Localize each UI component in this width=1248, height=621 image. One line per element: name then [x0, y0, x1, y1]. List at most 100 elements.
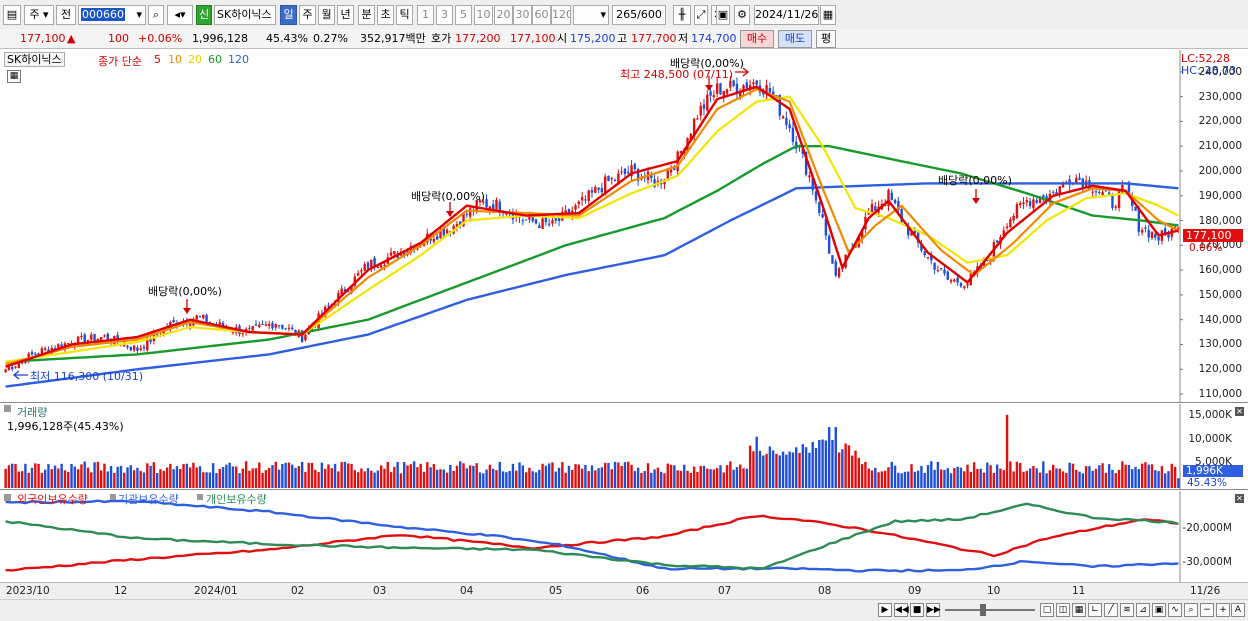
- interval-20[interactable]: 20: [494, 5, 513, 25]
- wave-icon[interactable]: ∿: [1168, 603, 1182, 617]
- magnifier-icon[interactable]: ⌕: [1184, 603, 1198, 617]
- gear-icon[interactable]: ⚙: [734, 5, 750, 25]
- rewind-icon[interactable]: ◀◀: [894, 603, 909, 617]
- zoom-in-icon[interactable]: +: [1216, 603, 1230, 617]
- scroll-right-icon[interactable]: ▶: [878, 603, 892, 617]
- volume-bar: [824, 440, 828, 488]
- volume-bar: [712, 469, 716, 488]
- pane-handle-icon[interactable]: [4, 405, 11, 412]
- tab-year[interactable]: 년: [337, 5, 354, 25]
- volume-ratio: 45.43%: [266, 32, 308, 45]
- fib-icon[interactable]: ≋: [1120, 603, 1134, 617]
- date-field[interactable]: 2024/11/26: [754, 5, 819, 25]
- candle: [923, 251, 926, 256]
- volume-bar: [801, 444, 805, 488]
- interval-30[interactable]: 30: [513, 5, 532, 25]
- window-icon[interactable]: ▢: [1040, 603, 1054, 617]
- volume-bar: [683, 464, 686, 488]
- volume-chart[interactable]: [0, 404, 1248, 490]
- tab-minute[interactable]: 분: [358, 5, 375, 25]
- candle: [1019, 202, 1022, 205]
- candle: [870, 203, 874, 213]
- volume-bar: [182, 464, 185, 488]
- volume-bar: [725, 465, 729, 488]
- volume-bar: [1068, 462, 1071, 488]
- volume-bar: [663, 473, 666, 488]
- candle: [534, 219, 538, 224]
- line-tool-icon[interactable]: ∟: [1088, 603, 1102, 617]
- calculator-icon[interactable]: ▦: [7, 70, 21, 83]
- interval-60[interactable]: 60: [532, 5, 551, 25]
- measure-icon[interactable]: ⊿: [1136, 603, 1150, 617]
- candle: [557, 218, 561, 222]
- image-icon[interactable]: ▣: [1152, 603, 1166, 617]
- tab-day[interactable]: 일: [280, 5, 297, 25]
- interval-5[interactable]: 5: [455, 5, 472, 25]
- candle: [692, 118, 696, 137]
- interval-120[interactable]: 120: [551, 5, 571, 25]
- volume-bar: [1140, 463, 1144, 488]
- volume-bar: [1163, 473, 1167, 488]
- save-icon[interactable]: ▣: [716, 5, 730, 25]
- chart-type-icon[interactable]: ╫: [673, 5, 691, 25]
- candle: [613, 180, 617, 182]
- calendar-icon[interactable]: ▦: [820, 5, 836, 25]
- split-icon[interactable]: ◫: [1056, 603, 1070, 617]
- legend-ma20: 20: [188, 53, 202, 66]
- volume-bar: [518, 462, 521, 488]
- fast-forward-icon[interactable]: ▶▶: [926, 603, 941, 617]
- zoom-slider-handle[interactable]: [980, 604, 986, 616]
- pane-handle-icon[interactable]: [4, 494, 11, 501]
- eval-button[interactable]: 평: [816, 30, 836, 48]
- close-icon[interactable]: ✕: [1235, 494, 1244, 503]
- volume-bar: [1114, 473, 1117, 488]
- tool-icon[interactable]: ⤢: [694, 5, 708, 25]
- code-input[interactable]: 000660 ▾: [78, 5, 146, 25]
- stock-name[interactable]: SK하이닉스: [214, 5, 276, 25]
- close-icon[interactable]: ✕: [1235, 407, 1244, 416]
- tab-second[interactable]: 초: [377, 5, 394, 25]
- count-field[interactable]: 265/600: [612, 5, 666, 25]
- dividend-arrow-head: [183, 308, 191, 314]
- volume-bar: [475, 463, 478, 488]
- volume-bar: [208, 472, 212, 488]
- holdings-chart[interactable]: [0, 491, 1248, 582]
- candle: [860, 231, 864, 239]
- interval-3[interactable]: 3: [436, 5, 453, 25]
- volume-bar: [412, 461, 416, 488]
- trend-icon[interactable]: ╱: [1104, 603, 1118, 617]
- price-chart[interactable]: [0, 50, 1248, 403]
- min-arrow: [12, 370, 28, 380]
- sell-button[interactable]: 매도: [778, 30, 812, 48]
- volume-bar: [926, 465, 930, 488]
- tab-week[interactable]: 주: [299, 5, 316, 25]
- volume-bar: [686, 470, 689, 488]
- candle: [208, 321, 212, 323]
- holdings-pane: 외국인보유수량 기관보유수량 개인보유수량 ✕ -20,000M -30,000…: [0, 491, 1248, 582]
- volume-bar: [337, 471, 340, 488]
- interval-1[interactable]: 1: [417, 5, 434, 25]
- interval-10[interactable]: 10: [474, 5, 493, 25]
- speaker-icon[interactable]: ◂▾: [167, 5, 193, 25]
- candle: [139, 348, 142, 351]
- font-size-icon[interactable]: A: [1231, 603, 1245, 617]
- tab-month[interactable]: 월: [318, 5, 335, 25]
- custom-interval-dropdown[interactable]: ▾: [573, 5, 609, 25]
- grid-icon[interactable]: ▦: [1072, 603, 1086, 617]
- tab-tick[interactable]: 틱: [396, 5, 413, 25]
- buy-button[interactable]: 매수: [740, 30, 774, 48]
- candle: [24, 361, 27, 363]
- volume-bar: [24, 463, 27, 488]
- volume-bar: [149, 465, 152, 488]
- zoom-out-icon[interactable]: −: [1200, 603, 1214, 617]
- period-select[interactable]: 주 ▾: [24, 5, 54, 25]
- volume-bar: [347, 463, 350, 488]
- volume-bar: [890, 461, 893, 488]
- prev-button[interactable]: 전: [56, 5, 76, 25]
- volume-bar: [254, 468, 258, 488]
- search-icon[interactable]: ⌕: [148, 5, 164, 25]
- layout-icon[interactable]: ▤: [3, 5, 21, 25]
- zoom-slider[interactable]: [945, 609, 1035, 611]
- volume-bar: [1137, 469, 1141, 488]
- stop-icon[interactable]: ■: [910, 603, 924, 617]
